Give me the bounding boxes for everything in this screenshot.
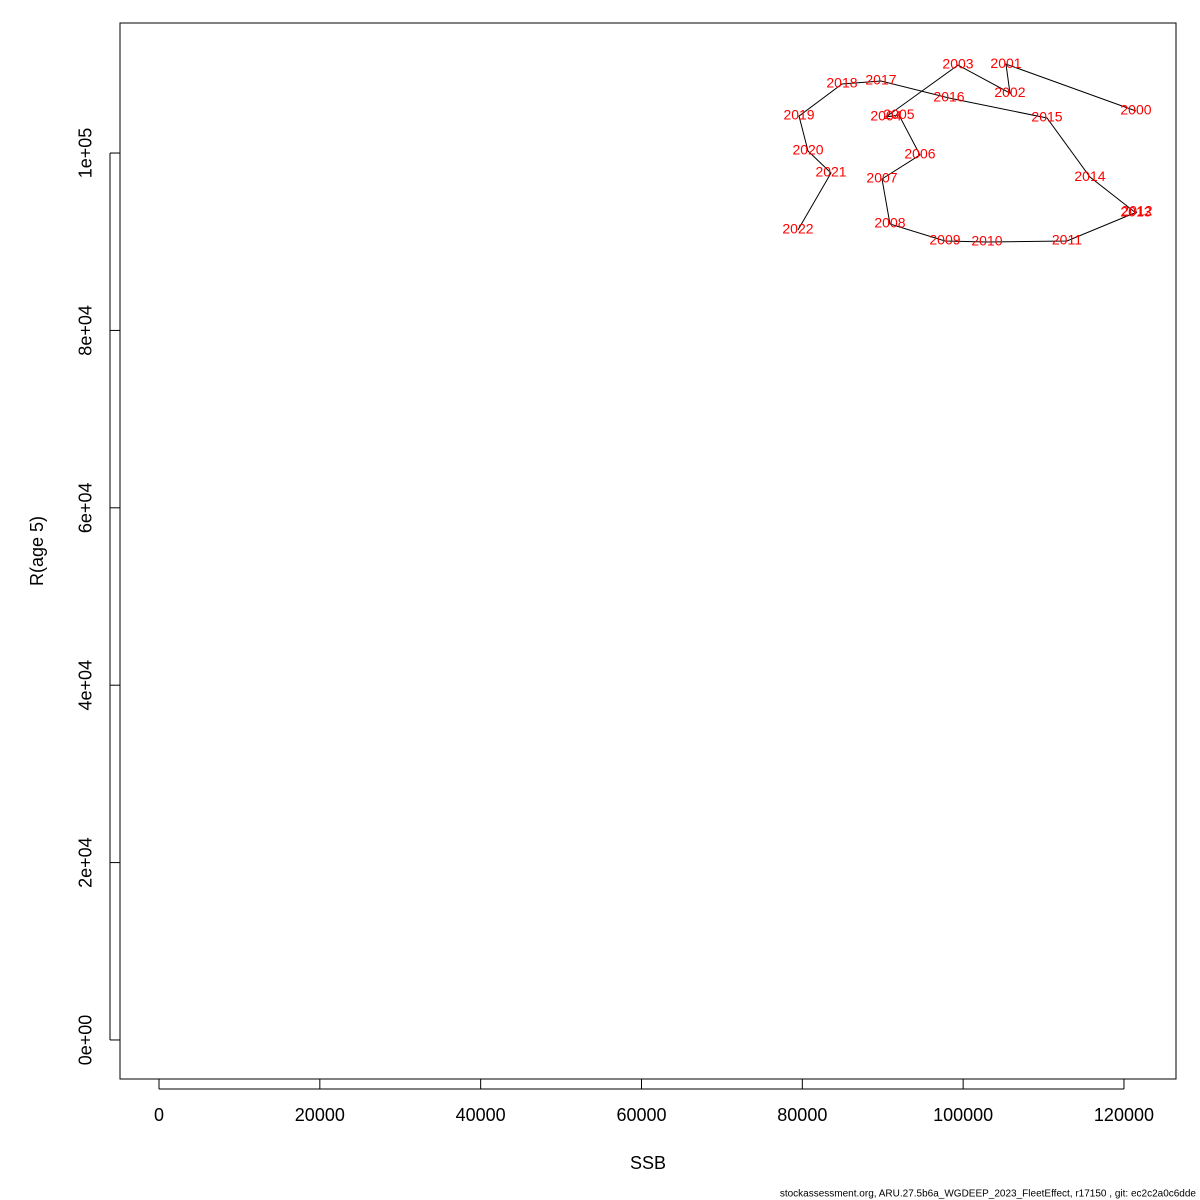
year-label: 2022: [782, 221, 813, 237]
y-tick-label: 1e+05: [76, 128, 96, 179]
year-label: 2007: [866, 170, 897, 186]
year-label: 2016: [933, 89, 964, 105]
year-label: 2015: [1031, 109, 1062, 125]
x-axis-title: SSB: [630, 1153, 666, 1173]
y-tick-label: 6e+04: [76, 483, 96, 534]
y-tick-label: 4e+04: [76, 660, 96, 711]
year-label: 2019: [783, 107, 814, 123]
year-label: 2002: [994, 84, 1025, 100]
year-label: 2006: [904, 146, 935, 162]
x-tick-label: 100000: [933, 1105, 993, 1125]
year-label: 2004: [870, 108, 901, 124]
footer: stockassessment.org, ARU.27.5b6a_WGDEEP_…: [780, 1189, 1197, 1200]
year-label: 2003: [942, 56, 973, 72]
year-label: 2001: [990, 55, 1021, 71]
x-tick-label: 0: [154, 1105, 164, 1125]
year-label: 2009: [929, 232, 960, 248]
year-label: 2005: [883, 106, 914, 122]
plot-frame: [119, 22, 1177, 1080]
x-tick-label: 40000: [456, 1105, 506, 1125]
x-tick-label: 60000: [616, 1105, 666, 1125]
y-tick-label: 0e+00: [76, 1015, 96, 1066]
year-label: 2020: [792, 142, 823, 158]
x-tick-label: 120000: [1094, 1105, 1154, 1125]
year-label: 2018: [826, 75, 857, 91]
year-label: 2021: [815, 164, 846, 180]
y-axis-title: R(age 5): [27, 516, 47, 586]
year-label: 2017: [865, 72, 896, 88]
y-tick-label: 2e+04: [76, 837, 96, 888]
year-label: 2008: [874, 215, 905, 231]
year-label: 2011: [1052, 232, 1082, 248]
year-label: 2000: [1120, 102, 1151, 118]
year-label: 2013: [1120, 204, 1151, 220]
y-tick-label: 8e+04: [76, 305, 96, 356]
year-label: 2010: [971, 233, 1002, 249]
trajectory-line: [797, 63, 1138, 243]
year-label: 2012: [1121, 203, 1152, 219]
x-tick-label: 80000: [777, 1105, 827, 1125]
x-tick-label: 20000: [295, 1105, 345, 1125]
year-label: 2014: [1074, 168, 1105, 184]
